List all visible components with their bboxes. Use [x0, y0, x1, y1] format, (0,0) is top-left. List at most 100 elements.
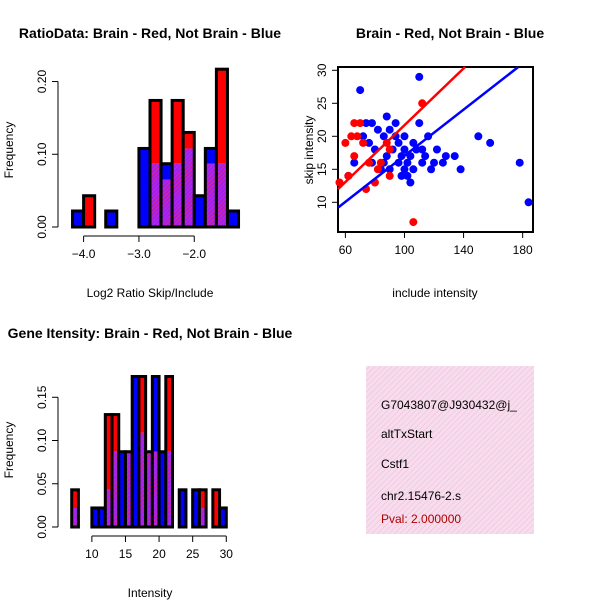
scatter-panel: Brain - Red, Not Brain - Blue 60 100 140 18… — [302, 25, 544, 300]
ratio-bar-not-brain — [227, 211, 239, 227]
scatter-point-not-brain — [362, 119, 371, 128]
intensity-overlap-bar — [138, 432, 146, 527]
scatter-x-tick-label: 180 — [513, 243, 533, 257]
ratio-overlap-bar — [161, 179, 173, 227]
scatter-point-not-brain — [403, 171, 412, 180]
ratio-bar-brain — [150, 100, 162, 164]
scatter-fit-line-not-brain — [337, 66, 519, 209]
intensity-bar-brain — [138, 376, 146, 433]
scatter-point-brain — [353, 132, 362, 141]
scatter-y-axis-label: skip intensity — [302, 116, 316, 185]
scatter-x-tick-label: 140 — [454, 243, 474, 257]
scatter-point-brain — [347, 132, 356, 141]
intensity-y-tick-label: 0.10 — [35, 429, 49, 453]
ratio-overlap-bar — [205, 163, 217, 227]
ratio-bar-brain — [83, 195, 95, 227]
ratio-bar-brain — [216, 69, 228, 164]
scatter-fit-line-brain — [337, 66, 466, 191]
scatter-point-not-brain — [373, 125, 382, 134]
intensity-overlap-bar — [165, 451, 173, 527]
scatter-point-not-brain — [406, 178, 415, 187]
intensity-x-tick-label: 20 — [152, 547, 166, 561]
scatter-point-brain — [385, 171, 394, 180]
scatter-y-tick-label: 25 — [315, 96, 329, 110]
ratio-overlap-bar — [216, 163, 228, 227]
scatter-point-brain — [356, 119, 365, 128]
scatter-y-tick-label: 20 — [315, 129, 329, 143]
ratio-x-tick-label: −4.0 — [72, 247, 96, 261]
scatter-x-tick-label: 100 — [394, 243, 414, 257]
intensity-bar-outline — [218, 506, 228, 529]
intensity-bar-not-brain — [219, 507, 227, 527]
ratio-bar-outline — [225, 209, 241, 229]
intensity-y-tick-label: 0.05 — [35, 472, 49, 496]
scatter-point-not-brain — [474, 132, 483, 141]
ratio-overlap-bar — [172, 163, 184, 227]
scatter-point-not-brain — [382, 152, 391, 161]
intensity-overlap-bar — [112, 451, 119, 527]
scatter-point-not-brain — [456, 165, 465, 174]
ratio-y-tick-label: 0.00 — [35, 215, 49, 239]
intensity-bar-brain — [71, 489, 79, 508]
scatter-point-brain — [350, 152, 359, 161]
intensity-bar-not-brain — [132, 376, 139, 527]
scatter-point-not-brain — [409, 138, 418, 147]
intensity-x-tick-label: 15 — [119, 547, 133, 561]
scatter-point-not-brain — [421, 152, 430, 161]
intensity-bar-not-brain — [192, 489, 200, 527]
info-panel: G7043807@J930432@j_ altTxStart Cstf1 chr… — [366, 366, 534, 534]
intensity-bar-not-brain — [98, 507, 106, 527]
intensity-bar-outline — [70, 488, 80, 529]
intensity-x-axis-label: Intensity — [128, 586, 173, 600]
intensity-x-tick-label: 10 — [85, 547, 99, 561]
scatter-point-not-brain — [450, 152, 459, 161]
ratio-histogram-panel: RatioData: Brain - Red, Not Brain - Blue… — [2, 25, 281, 300]
scatter-plot-frame — [337, 66, 534, 233]
scatter-point-not-brain — [385, 125, 394, 134]
ratio-bar-brain — [183, 132, 195, 149]
intensity-chart-title: Gene Itensity: Brain - Red, Not Brain - … — [8, 325, 293, 341]
ratio-bar-not-brain — [138, 148, 150, 227]
scatter-fit-lines — [337, 66, 519, 209]
ratio-bar-not-brain — [194, 195, 206, 227]
scatter-point-not-brain — [432, 145, 441, 154]
scatter-point-not-brain — [394, 138, 403, 147]
info-panel-background — [366, 366, 534, 534]
scatter-point-not-brain — [379, 132, 388, 141]
scatter-point-not-brain — [400, 145, 409, 154]
scatter-point-not-brain — [486, 138, 495, 147]
ratio-chart-title: RatioData: Brain - Red, Not Brain - Blue — [19, 25, 281, 41]
scatter-point-not-brain — [359, 132, 368, 141]
info-line-event-type: altTxStart — [381, 427, 433, 441]
ratio-bar-outline — [214, 67, 229, 229]
scatter-point-brain — [359, 138, 368, 147]
scatter-point-not-brain — [350, 158, 359, 167]
scatter-point-not-brain — [400, 132, 409, 141]
intensity-overlap-bar — [105, 489, 113, 527]
scatter-point-brain — [376, 158, 385, 167]
scatter-point-not-brain — [403, 158, 412, 167]
intensity-y-axis-label: Frequency — [2, 422, 16, 479]
info-line-location: chr2.15476-2.s — [381, 489, 461, 503]
ratio-bar-not-brain — [105, 211, 117, 227]
scatter-point-not-brain — [441, 152, 450, 161]
intensity-bar-not-brain — [152, 376, 160, 452]
scatter-point-not-brain — [515, 158, 524, 167]
scatter-point-not-brain — [438, 158, 447, 167]
intensity-bar-not-brain — [179, 489, 186, 527]
ratio-y-axis-label: Frequency — [2, 122, 16, 179]
scatter-y-tick-label: 15 — [315, 162, 329, 176]
intensity-axes: 10 15 20 25 30 0.00 0.05 0.10 0.15 — [35, 385, 233, 561]
ratio-bar-outline — [104, 209, 119, 229]
ratio-axes: −4.0 −3.0 −2.0 0.00 0.10 0.20 — [35, 70, 206, 261]
intensity-histogram-panel: Gene Itensity: Brain - Red, Not Brain - … — [2, 325, 293, 600]
scatter-point-not-brain — [365, 138, 374, 147]
scatter-point-not-brain — [409, 165, 418, 174]
intensity-bar-outline — [164, 375, 175, 529]
ratio-bars — [71, 67, 241, 229]
ratio-bar-outline — [181, 130, 196, 229]
ratio-y-tick-label: 0.10 — [35, 142, 49, 166]
info-pval: Pval: 2.000000 — [381, 512, 461, 526]
intensity-bar-not-brain — [118, 451, 126, 527]
info-line-probe-id: G7043807@J930432@j_ — [381, 398, 517, 412]
